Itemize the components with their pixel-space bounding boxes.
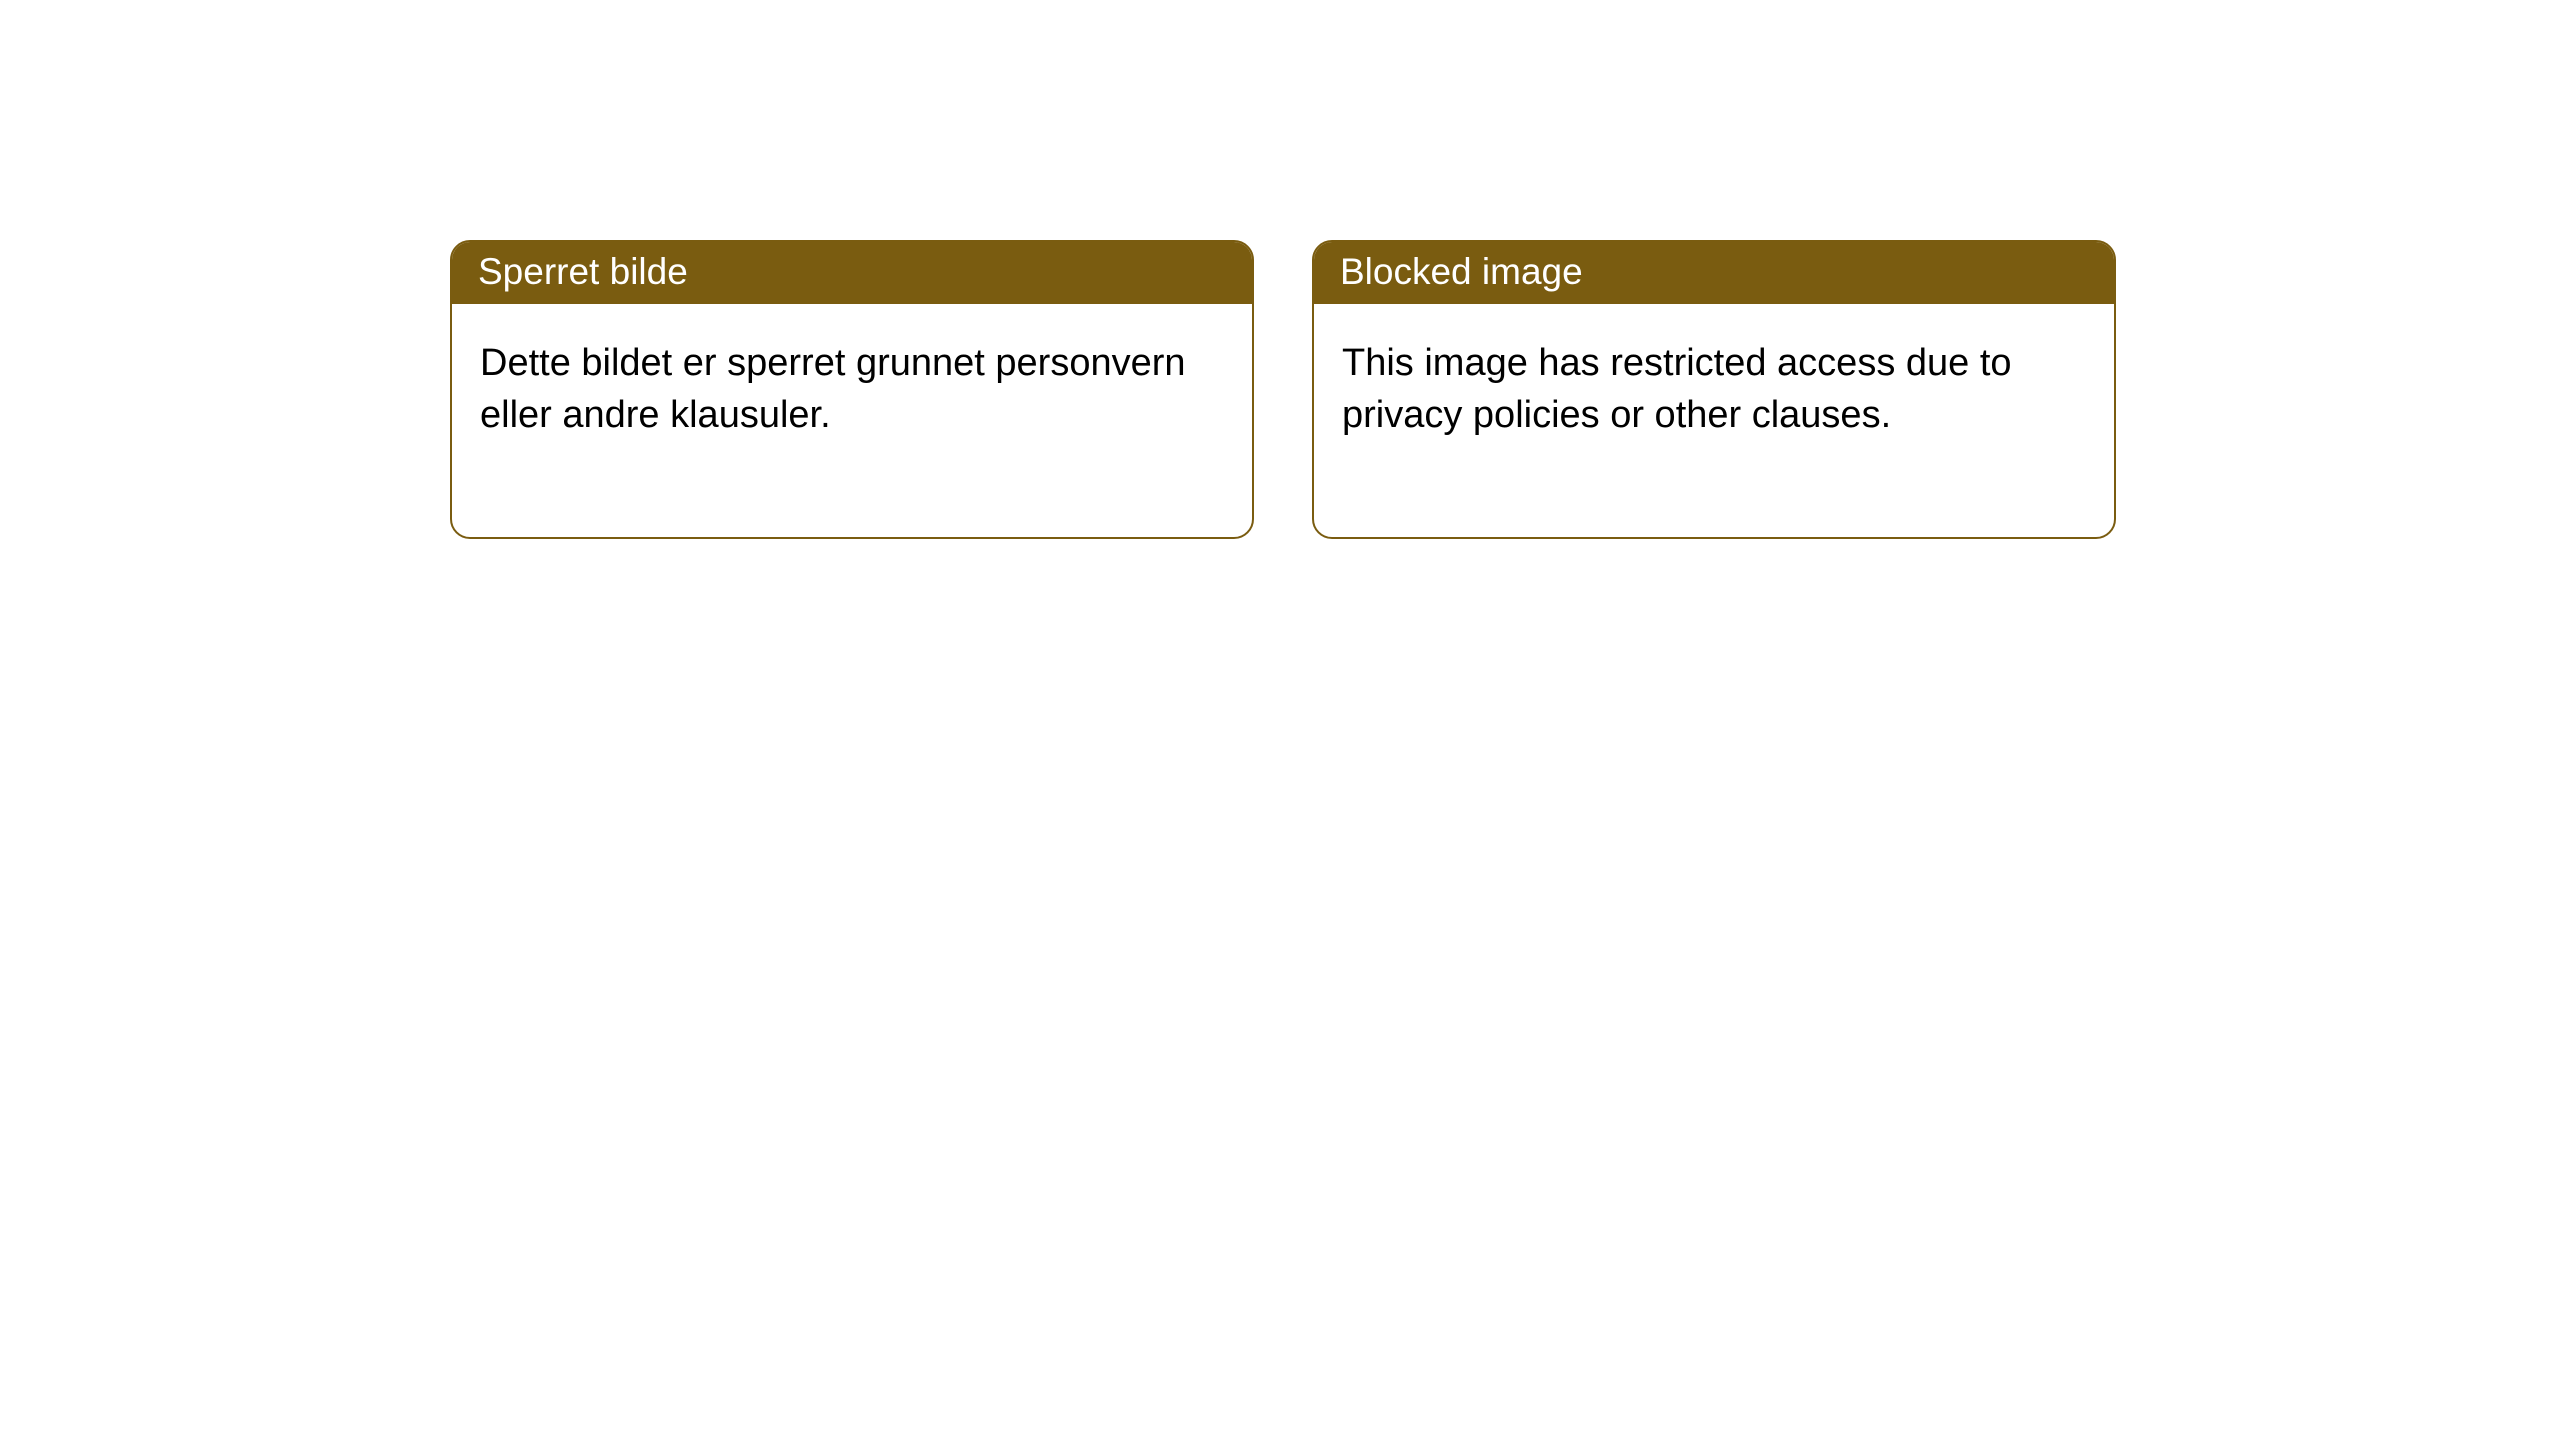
notice-card-english: Blocked image This image has restricted … (1312, 240, 2116, 539)
notice-header-english: Blocked image (1314, 242, 2114, 304)
notice-container: Sperret bilde Dette bildet er sperret gr… (0, 0, 2560, 539)
notice-header-norwegian: Sperret bilde (452, 242, 1252, 304)
notice-card-norwegian: Sperret bilde Dette bildet er sperret gr… (450, 240, 1254, 539)
notice-body-english: This image has restricted access due to … (1314, 304, 2114, 537)
notice-body-norwegian: Dette bildet er sperret grunnet personve… (452, 304, 1252, 537)
